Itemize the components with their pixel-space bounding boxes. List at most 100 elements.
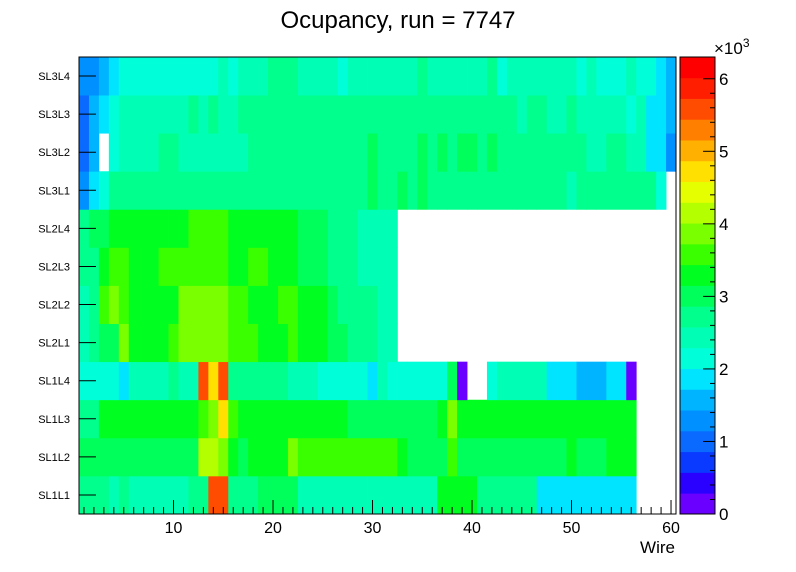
heatmap-cell — [566, 133, 577, 172]
heatmap-cell — [287, 323, 299, 363]
heatmap-cell — [397, 133, 418, 172]
heatmap-cell — [327, 323, 349, 363]
heatmap-cell — [347, 247, 358, 286]
heatmap-cell — [238, 171, 249, 210]
palette-swatch — [680, 202, 715, 224]
palette-swatch — [680, 98, 715, 120]
palette-multiplier-base: ×10 — [714, 39, 743, 58]
heatmap-cell — [516, 57, 528, 96]
heatmap-cell — [586, 171, 597, 210]
heatmap-cell — [238, 57, 249, 96]
x-tick-label: 50 — [563, 520, 581, 537]
palette-swatch — [680, 410, 715, 432]
heatmap-cell — [397, 437, 408, 477]
heatmap-cell — [118, 475, 130, 515]
heatmap-cell — [188, 209, 219, 248]
heatmap-cell — [248, 437, 279, 477]
heatmap-cell — [307, 247, 319, 286]
heatmap-cell — [437, 133, 448, 172]
heatmap-cell — [238, 399, 339, 439]
palette-swatch — [680, 306, 715, 328]
heatmap-cell — [646, 95, 667, 134]
heatmap-cell — [287, 361, 319, 401]
heatmap-cell — [387, 475, 408, 515]
palette-swatch — [680, 181, 715, 203]
y-tick-label: SL1L3 — [38, 414, 70, 426]
heatmap-cell — [496, 361, 548, 401]
heatmap-cell — [178, 57, 199, 96]
heatmap-cell — [387, 209, 398, 248]
heatmap-cell — [556, 133, 567, 172]
heatmap-cell — [228, 437, 239, 477]
heatmap-cell — [307, 171, 368, 210]
heatmap-cell — [218, 95, 239, 134]
heatmap-cell — [158, 133, 179, 172]
palette-tick-label: 6 — [719, 70, 728, 89]
heatmap-cell — [636, 133, 647, 172]
heatmap-cell — [606, 133, 617, 172]
heatmap-cell — [228, 247, 239, 286]
heatmap-cell — [158, 247, 179, 286]
heatmap-cell — [258, 323, 289, 363]
heatmap-cell — [447, 57, 468, 96]
heatmap-cell — [407, 171, 418, 210]
heatmap-cell — [526, 171, 538, 210]
palette-multiplier-exponent: 3 — [743, 36, 750, 50]
heatmap-cell — [566, 437, 577, 477]
heatmap-cell — [218, 361, 229, 401]
heatmap-cell — [278, 209, 299, 248]
heatmap-cell — [108, 133, 120, 172]
heatmap-cell — [178, 285, 219, 324]
heatmap-cell — [427, 95, 438, 134]
heatmap-cell — [447, 95, 478, 134]
heatmap-cell — [278, 247, 299, 286]
heatmap-cell — [477, 95, 518, 134]
heatmap-cell — [546, 57, 577, 96]
heatmap-cell — [118, 57, 140, 96]
palette-tick-label: 3 — [719, 287, 728, 306]
heatmap-cell — [278, 437, 289, 477]
heatmap-cell — [228, 323, 249, 363]
heatmap-cell — [88, 475, 110, 515]
palette-swatch — [680, 243, 715, 266]
heatmap-cell — [467, 133, 478, 172]
heatmap-cell — [138, 57, 179, 96]
palette-swatch — [680, 493, 715, 515]
heatmap-cell — [98, 323, 110, 363]
heatmap-cell — [228, 171, 239, 210]
heatmap-cell — [128, 361, 169, 401]
heatmap-cell — [297, 437, 309, 477]
x-tick-label: 60 — [662, 520, 680, 537]
heatmap-cell — [258, 475, 299, 515]
heatmap-cell — [477, 475, 538, 515]
heatmap-cell — [377, 133, 388, 172]
heatmap-cell — [576, 171, 587, 210]
heatmap-cell — [357, 57, 368, 96]
heatmap-cell — [536, 57, 548, 96]
heatmap-cell — [337, 285, 368, 324]
heatmap-cell — [118, 361, 130, 401]
heatmap-cell — [198, 361, 209, 401]
heatmap-cell — [248, 209, 279, 248]
x-tick-label: 20 — [264, 520, 282, 537]
heatmap-cell — [198, 399, 209, 439]
heatmap-cell — [317, 57, 339, 96]
heatmap-cell — [536, 171, 567, 210]
y-tick-label: SL3L3 — [38, 109, 70, 121]
heatmap-cell — [516, 171, 528, 210]
heatmap-cell — [526, 95, 548, 134]
heatmap-cell — [666, 133, 677, 172]
heatmap-cell — [148, 171, 179, 210]
heatmap-cell — [268, 57, 289, 96]
heatmap-cell — [576, 437, 587, 477]
heatmap-cell — [357, 247, 378, 286]
heatmap-cell — [646, 133, 657, 172]
heatmap-cell — [397, 95, 408, 134]
heatmap-cell — [576, 133, 587, 172]
heatmap-cell — [586, 133, 597, 172]
heatmap-cell — [238, 95, 249, 134]
chart-title: Ocupancy, run = 7747 — [280, 7, 515, 34]
heatmap-cell — [417, 171, 428, 210]
heatmap-cell — [248, 133, 289, 172]
heatmap-cell — [576, 361, 607, 401]
